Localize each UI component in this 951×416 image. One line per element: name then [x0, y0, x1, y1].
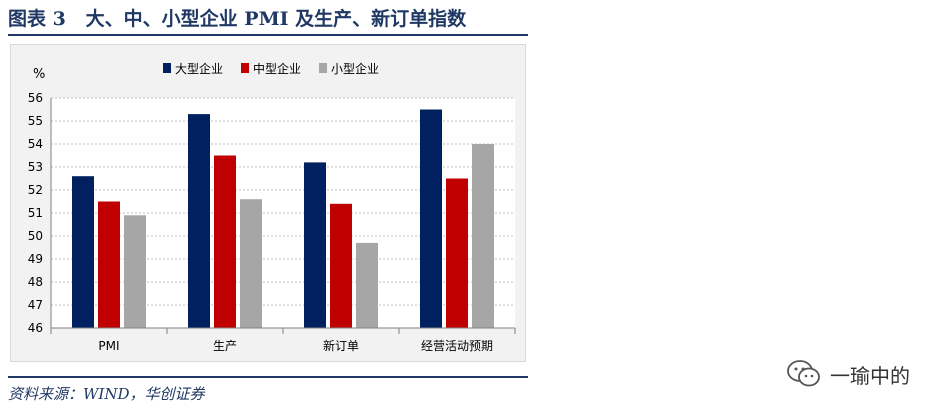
bar-chart: 46 47 48 49 50 51 52 53 54 55 56 PMI 生产 新订单 经营活动预期 大型…	[28, 61, 516, 353]
legend-label: 大型企业	[175, 61, 223, 76]
y-tick-label: 53	[28, 160, 43, 174]
title-rule	[8, 34, 528, 36]
bar-1-2	[330, 203, 352, 328]
bar-1-1	[214, 155, 236, 328]
bar-2-0	[124, 215, 146, 328]
y-tick-label: 55	[28, 114, 43, 128]
legend-swatch	[319, 63, 327, 73]
y-tick-label: 47	[28, 298, 43, 312]
bar-1-3	[446, 178, 468, 328]
y-axis-unit: %	[33, 67, 45, 82]
watermark-text: 一瑜中的	[830, 363, 910, 388]
figure-title: 图表 3 大、中、小型企业 PMI 及生产、新订单指数	[8, 8, 467, 30]
legend-label: 中型企业	[253, 61, 301, 76]
bar-1-0	[98, 201, 120, 328]
bar-2-2	[356, 242, 378, 328]
legend-label: 小型企业	[331, 61, 379, 76]
bar-0-0	[72, 176, 94, 328]
bar-2-1	[240, 199, 262, 328]
axes	[50, 98, 516, 334]
bar-0-2	[304, 162, 326, 328]
x-tick-labels: PMI 生产 新订单 经营活动预期	[98, 338, 493, 353]
source-rule	[8, 376, 528, 378]
x-tick-label: PMI	[98, 339, 119, 353]
y-tick-label: 49	[28, 252, 43, 266]
x-tick-label: 生产	[213, 339, 237, 353]
gridlines	[51, 97, 515, 328]
y-tick-label: 48	[28, 275, 43, 289]
x-tick-label: 经营活动预期	[421, 339, 493, 353]
y-tick-label: 52	[28, 183, 43, 197]
legend-swatch	[241, 63, 249, 73]
y-tick-label: 50	[28, 229, 43, 243]
y-tick-label: 51	[28, 206, 43, 220]
bar-0-3	[420, 109, 442, 328]
bars	[72, 109, 494, 328]
bar-0-1	[188, 114, 210, 328]
x-tick-label: 新订单	[323, 338, 359, 353]
bar-2-3	[472, 144, 494, 328]
source-note: 资料来源：WIND，华创证券	[8, 385, 205, 403]
y-tick-label: 54	[28, 137, 43, 151]
y-tick-labels: 46 47 48 49 50 51 52 53 54 55 56	[28, 91, 43, 335]
chart-area: 46 47 48 49 50 51 52 53 54 55 56 PMI 生产 新订单 经营活动预期 大型…	[10, 44, 526, 362]
y-tick-label: 46	[28, 321, 43, 335]
wechat-icon	[787, 360, 820, 387]
legend-swatch	[163, 63, 171, 73]
y-tick-label: 56	[28, 91, 43, 105]
watermark: 一瑜中的	[786, 356, 910, 392]
legend: 大型企业 中型企业 小型企业	[163, 61, 379, 76]
